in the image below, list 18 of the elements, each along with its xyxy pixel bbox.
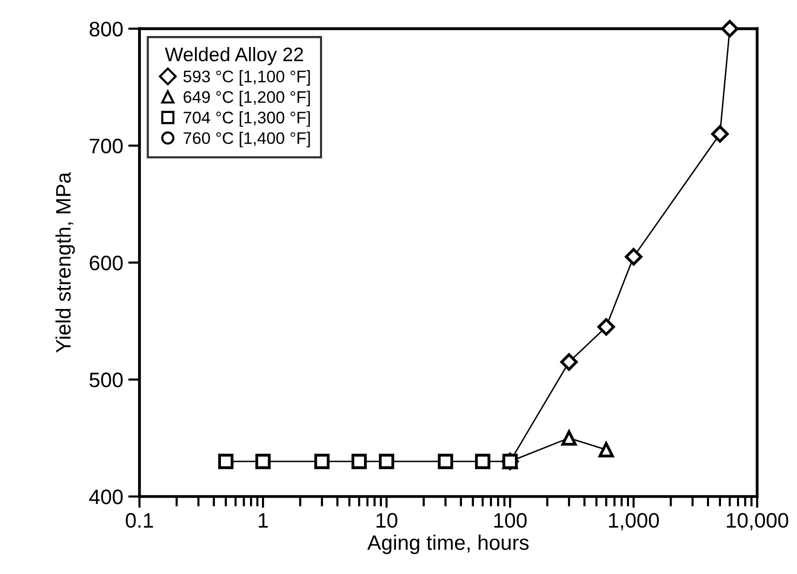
x-axis-title: Aging time, hours [367,534,529,554]
y-tick-label: 800 [90,22,123,36]
x-tick-label: 0.1 [126,513,153,528]
legend-label: 649 °C [1,200 °F] [184,90,310,106]
legend-label: 593 °C [1,100 °F] [183,70,310,86]
y-tick-label: 600 [90,256,123,270]
x-tick-label: 10,000 [726,513,788,530]
y-tick-label: 400 [89,490,123,504]
legend-label: 760 °C [1,400 °F] [184,132,310,148]
y-tick-label: 500 [90,372,123,388]
y-tick-label: 700 [90,138,123,154]
x-tick-label: 1,000 [609,513,659,530]
legend-label: 704 °C [1,300 °F] [184,111,310,127]
y-axis-title: Yield strength, MPa [55,172,75,353]
legend-title: Welded Alloy 22 [164,47,303,66]
x-tick-label: 1 [258,513,268,528]
x-tick-label: 100 [494,513,527,528]
x-tick-label: 10 [376,513,398,528]
